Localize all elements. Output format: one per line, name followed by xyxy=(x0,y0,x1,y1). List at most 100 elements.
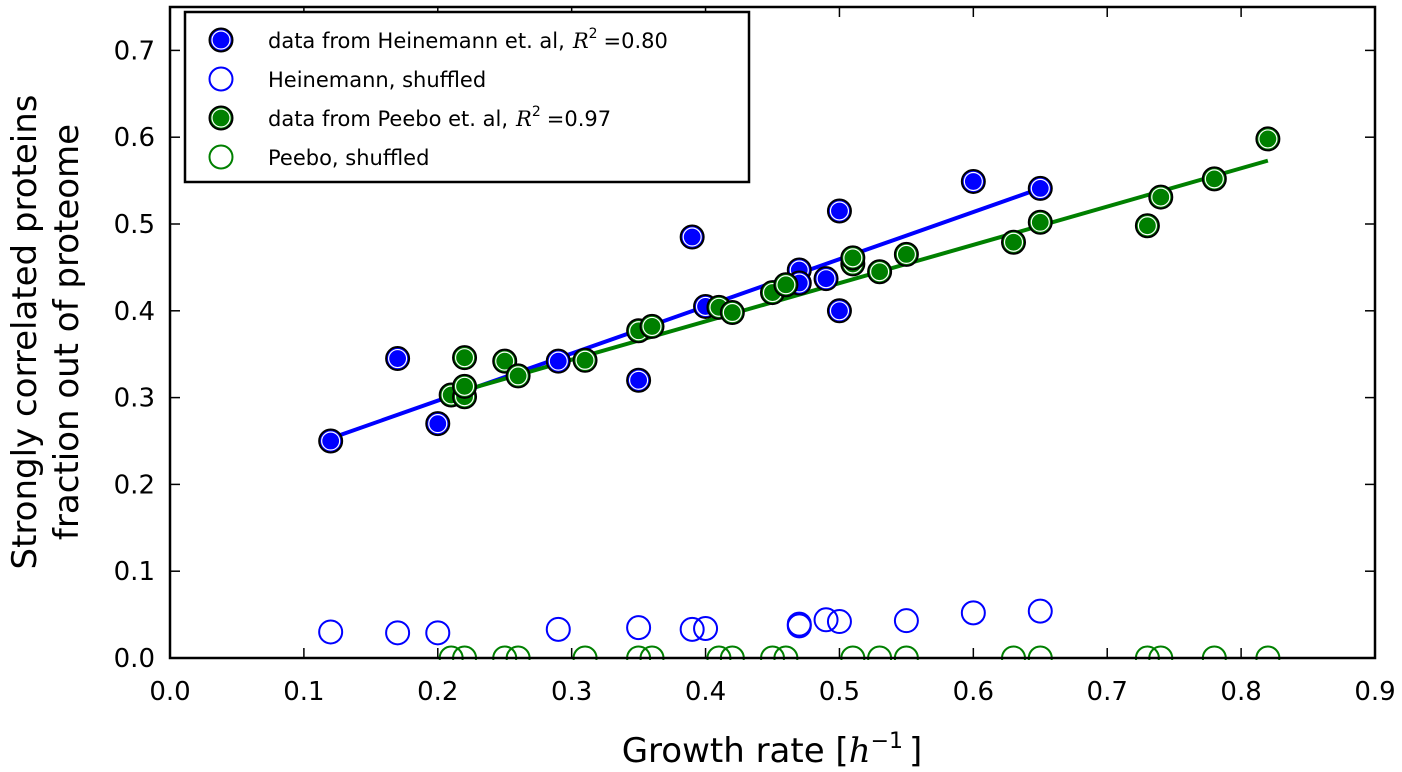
x-tick-label: 0.6 xyxy=(953,677,994,707)
point-data-from-peebo-et-al-ring xyxy=(454,348,475,368)
point-data-from-heinemann-et-al-ring xyxy=(629,370,649,390)
point-data-from-heinemann-et-al-ring xyxy=(816,269,836,289)
legend-marker-peebo-shuffled xyxy=(208,144,234,170)
x-tick-label: 0.2 xyxy=(417,677,458,707)
point-data-from-peebo-et-al-ring xyxy=(870,262,890,282)
y-tick-label: 0.3 xyxy=(114,384,155,414)
point-data-from-peebo-et-al xyxy=(505,363,531,389)
x-tick-label: 0.8 xyxy=(1220,677,1261,707)
y-tick-label: 0.5 xyxy=(114,210,155,240)
x-tick-label: 0.7 xyxy=(1087,677,1128,707)
point-data-from-heinemann-et-al-ring xyxy=(963,171,983,192)
point-data-from-peebo-et-al-ring xyxy=(495,351,515,371)
point-data-from-heinemann-et-al-ring xyxy=(829,201,850,221)
point-heinemann-shuffled xyxy=(318,619,344,645)
y-axis-label: Strongly correlated proteins fraction ou… xyxy=(5,95,87,570)
point-heinemann-shuffled xyxy=(826,609,852,635)
legend-marker-data-from-peebo-et-al xyxy=(208,105,234,131)
point-data-from-peebo-et-al-ring xyxy=(1204,169,1224,189)
point-data-from-heinemann-et-al xyxy=(545,348,571,374)
point-data-from-heinemann-et-al-ring xyxy=(428,414,448,434)
point-data-from-peebo-et-al-ring xyxy=(1003,232,1024,252)
x-tick-label: 0.0 xyxy=(149,677,190,707)
point-data-from-peebo-et-al xyxy=(1134,213,1160,239)
point-data-from-heinemann-et-al-ring xyxy=(829,301,850,321)
x-axis-label: Growth rate [h−1] xyxy=(622,729,923,771)
axis-tick-labels: 0.0 0.1 0.2 0.3 0.4 0.5 0.6 0.7 0.8 0.9 0.0 0.1 0.2 0… xyxy=(114,36,1396,707)
x-tick-label: 0.9 xyxy=(1354,677,1395,707)
point-data-from-peebo-et-al xyxy=(893,241,919,267)
point-data-from-peebo-et-al-ring xyxy=(454,376,475,396)
point-data-from-peebo-et-al-ring xyxy=(575,350,595,370)
point-heinemann-shuffled xyxy=(693,615,719,641)
point-data-from-heinemann-et-al-ring xyxy=(548,351,568,371)
point-data-from-peebo-et-al xyxy=(639,313,665,339)
legend: data from Heinemann et. al, R2 =0.80 Heinem… xyxy=(183,10,751,184)
point-data-from-heinemann-et-al xyxy=(826,198,852,224)
point-data-from-peebo-et-al-ring xyxy=(722,302,742,323)
axis-ticks xyxy=(169,7,1376,659)
y-tick-label: 0.4 xyxy=(114,297,155,327)
point-data-from-peebo-et-al-ring xyxy=(776,275,796,295)
legend-label-data-from-heinemann-et-al: data from Heinemann et. al, R2 =0.80 xyxy=(268,26,668,53)
legend-label-data-from-peebo-et-al: data from Peebo et. al, R2 =0.97 xyxy=(268,104,611,131)
legend-marker-ring-data-from-heinemann-et-al xyxy=(211,30,231,50)
point-data-from-heinemann-et-al xyxy=(425,411,451,437)
point-data-from-peebo-et-al-ring xyxy=(642,316,662,337)
y-tick-label: 0.0 xyxy=(114,644,155,674)
point-data-from-heinemann-et-al-ring xyxy=(321,431,341,451)
point-data-from-peebo-et-al xyxy=(452,373,478,399)
legend-frame xyxy=(183,10,751,184)
point-heinemann-shuffled xyxy=(679,616,705,642)
legend-marker-data-from-heinemann-et-al xyxy=(208,27,234,53)
point-data-from-heinemann-et-al xyxy=(1027,175,1053,201)
point-data-from-heinemann-et-al xyxy=(813,266,839,292)
point-data-from-peebo-et-al-ring xyxy=(1137,216,1157,236)
point-data-from-heinemann-et-al-ring xyxy=(682,227,702,247)
point-data-from-heinemann-et-al xyxy=(960,168,986,194)
x-tick-label: 0.5 xyxy=(819,677,860,707)
y-tick-label: 0.6 xyxy=(114,123,155,153)
point-heinemann-shuffled xyxy=(960,600,986,626)
point-data-from-peebo-et-al xyxy=(1148,184,1174,210)
point-data-from-peebo-et-al-ring xyxy=(1030,212,1050,232)
point-data-from-peebo-et-al-ring xyxy=(896,244,916,264)
point-data-from-peebo-et-al xyxy=(773,272,799,298)
x-tick-label: 0.1 xyxy=(283,677,324,707)
y-axis-label-line1: Strongly correlated proteins xyxy=(5,95,45,570)
point-heinemann-shuffled xyxy=(813,607,839,633)
point-heinemann-shuffled xyxy=(385,620,411,646)
point-data-from-peebo-et-al xyxy=(1001,229,1026,255)
point-data-from-peebo-et-al xyxy=(840,245,866,271)
legend-label-heinemann-shuffled: Heinemann, shuffled xyxy=(268,68,486,92)
point-data-from-peebo-et-al-ring xyxy=(1258,129,1278,149)
y-tick-label: 0.1 xyxy=(114,557,155,587)
x-tick-label: 0.3 xyxy=(551,677,592,707)
point-data-from-peebo-et-al-ring xyxy=(843,248,863,268)
point-heinemann-shuffled xyxy=(893,608,919,634)
point-heinemann-shuffled xyxy=(545,616,571,642)
y-tick-label: 0.2 xyxy=(114,470,155,500)
point-data-from-peebo-et-al-ring xyxy=(1151,187,1171,207)
point-data-from-peebo-et-al xyxy=(1027,209,1053,235)
legend-label-peebo-shuffled: Peebo, shuffled xyxy=(268,146,429,170)
point-data-from-heinemann-et-al xyxy=(679,224,705,250)
point-data-from-peebo-et-al xyxy=(867,259,893,285)
point-data-from-heinemann-et-al-ring xyxy=(388,348,408,369)
point-heinemann-shuffled xyxy=(626,615,652,641)
point-data-from-peebo-et-al xyxy=(1201,166,1227,192)
point-data-from-heinemann-et-al-ring xyxy=(1030,178,1050,199)
point-heinemann-shuffled xyxy=(1027,598,1053,624)
point-data-from-heinemann-et-al xyxy=(826,298,852,324)
point-data-from-peebo-et-al xyxy=(719,300,745,326)
data-markers xyxy=(318,126,1281,660)
y-tick-label: 0.7 xyxy=(114,36,155,66)
point-heinemann-shuffled xyxy=(425,620,451,646)
point-data-from-heinemann-et-al xyxy=(626,367,652,393)
plot-frame xyxy=(168,5,1377,660)
point-heinemann-shuffled xyxy=(786,611,812,637)
legend-marker-heinemann-shuffled xyxy=(208,66,234,92)
point-data-from-peebo-et-al xyxy=(1255,126,1281,152)
point-data-from-peebo-et-al xyxy=(452,345,478,371)
